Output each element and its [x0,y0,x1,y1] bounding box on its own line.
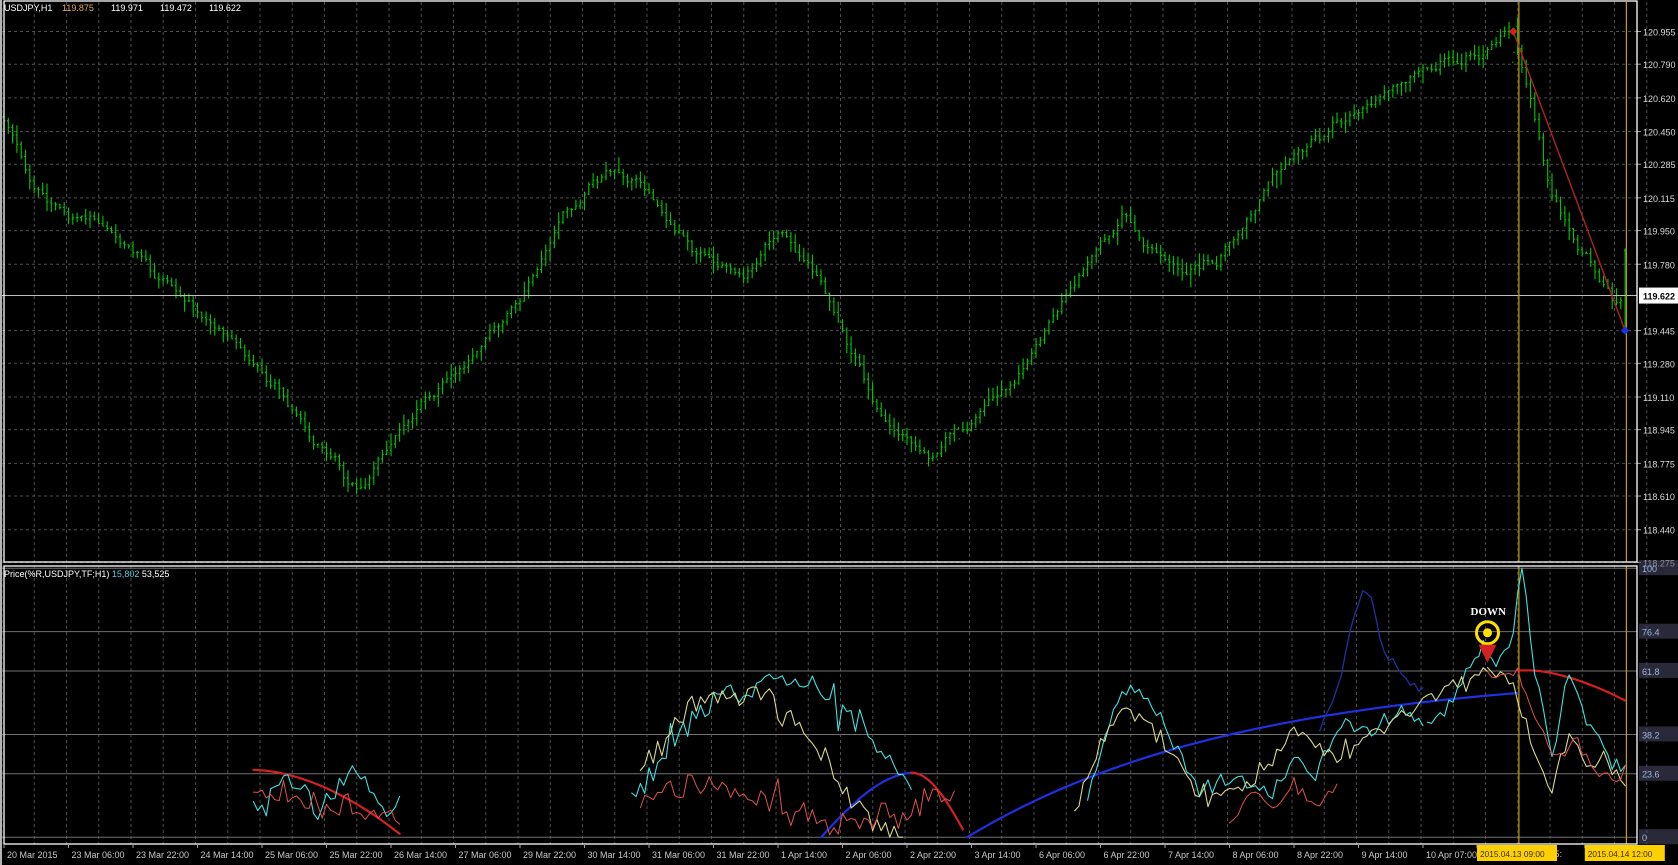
svg-text:30 Mar 14:00: 30 Mar 14:00 [588,850,641,860]
svg-text:120.955: 120.955 [1643,28,1676,38]
svg-text:76.4: 76.4 [1642,628,1660,638]
svg-text:38.2: 38.2 [1642,730,1660,740]
svg-text:119.110: 119.110 [1643,393,1674,403]
svg-text:6 Apr 22:00: 6 Apr 22:00 [1104,850,1150,860]
svg-text:119.875: 119.875 [62,3,94,13]
svg-text:10 Apr 07:00: 10 Apr 07:00 [1426,850,1477,860]
svg-text:3 Apr 14:00: 3 Apr 14:00 [975,850,1021,860]
svg-text:120.790: 120.790 [1643,60,1676,70]
svg-text:100: 100 [1642,564,1657,574]
svg-text:23 Mar 22:00: 23 Mar 22:00 [136,850,189,860]
svg-text:119.950: 119.950 [1643,227,1675,237]
svg-text:120.115: 120.115 [1643,194,1675,204]
svg-text:20 Mar 2015: 20 Mar 2015 [7,850,58,860]
svg-text:26 Mar 14:00: 26 Mar 14:00 [394,850,447,860]
svg-text:118.945: 118.945 [1643,426,1675,436]
svg-text:25 Mar 22:00: 25 Mar 22:00 [330,850,383,860]
svg-text:8 Apr 06:00: 8 Apr 06:00 [1233,850,1279,860]
svg-text:119.445: 119.445 [1643,327,1675,337]
svg-text:119.780: 119.780 [1643,260,1675,270]
svg-text:120.620: 120.620 [1643,94,1676,104]
svg-text:23.6: 23.6 [1642,770,1660,780]
svg-text:DOWN: DOWN [1471,606,1507,618]
svg-text:120.285: 120.285 [1643,160,1676,170]
svg-text:2 Apr 06:00: 2 Apr 06:00 [846,850,892,860]
svg-text:120.450: 120.450 [1643,128,1676,138]
svg-text:9 Apr 14:00: 9 Apr 14:00 [1362,850,1408,860]
svg-text:7 Apr 14:00: 7 Apr 14:00 [1168,850,1214,860]
svg-text:31 Mar 22:00: 31 Mar 22:00 [717,850,770,860]
svg-text:8 Apr 22:00: 8 Apr 22:00 [1297,850,1343,860]
svg-text:118.775: 118.775 [1643,459,1675,469]
svg-text:29 Mar 22:00: 29 Mar 22:00 [523,850,576,860]
svg-text:USDJPY,H1: USDJPY,H1 [4,3,52,13]
svg-text:118.610: 118.610 [1643,492,1675,502]
svg-text:24 Mar 14:00: 24 Mar 14:00 [201,850,254,860]
svg-text:2015.04.14 12:00: 2015.04.14 12:00 [1588,849,1653,859]
svg-text:119.622: 119.622 [1643,292,1675,302]
svg-text:27 Mar 06:00: 27 Mar 06:00 [459,850,512,860]
svg-text:61.8: 61.8 [1642,667,1660,677]
svg-text:119.622: 119.622 [209,3,241,13]
svg-text:119.280: 119.280 [1643,359,1675,369]
svg-text:119.472: 119.472 [160,3,192,13]
svg-text:118.440: 118.440 [1643,526,1675,536]
svg-text:2015.04.13 09:00: 2015.04.13 09:00 [1480,849,1545,859]
svg-text:23 Mar 06:00: 23 Mar 06:00 [72,850,125,860]
svg-text:Price(%R,USDJPY,TF;H1) 15,802: Price(%R,USDJPY,TF;H1) 15,802 53,525 [4,569,169,579]
svg-text:31 Mar 06:00: 31 Mar 06:00 [652,850,705,860]
svg-text:0: 0 [1642,833,1647,843]
svg-text:2 Apr 22:00: 2 Apr 22:00 [910,850,956,860]
svg-text:25 Mar 06:00: 25 Mar 06:00 [265,850,318,860]
svg-text:119.971: 119.971 [111,3,143,13]
svg-text:6 Apr 06:00: 6 Apr 06:00 [1039,850,1085,860]
svg-text:1 Apr 14:00: 1 Apr 14:00 [781,850,827,860]
